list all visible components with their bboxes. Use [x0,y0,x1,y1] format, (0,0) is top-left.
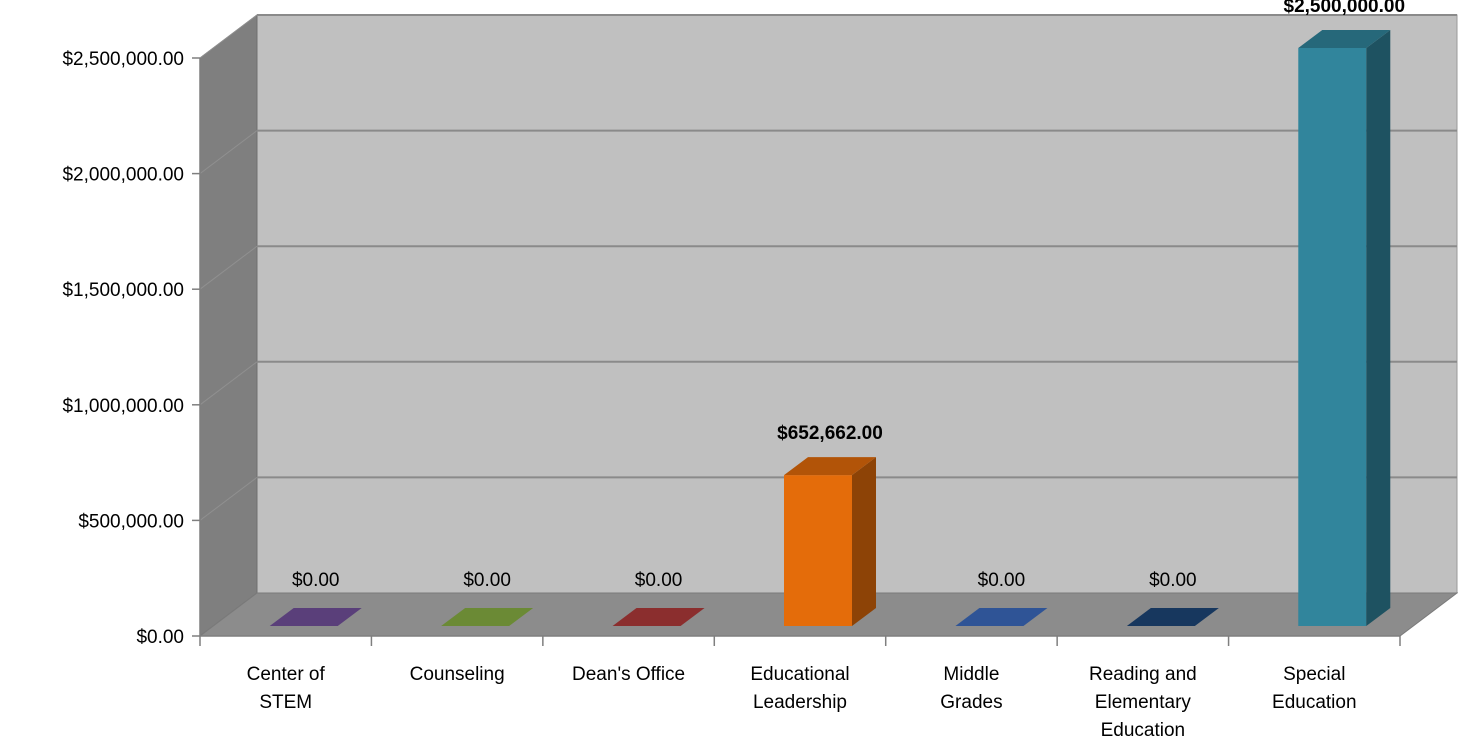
data-label: $0.00 [1149,570,1197,591]
x-tick-label: Educational Leadership [750,664,849,713]
data-label: $0.00 [463,570,511,591]
bar [1298,30,1391,626]
bar [441,608,534,626]
data-label: $0.00 [292,570,340,591]
bar-side [852,457,876,626]
x-tick-label: Middle Grades [940,664,1002,713]
bar-flat [955,608,1048,626]
gridline-side [199,477,258,521]
y-tick-label: $2,000,000.00 [62,165,184,186]
bar-flat [612,608,705,626]
data-label: $2,500,000.00 [1284,0,1406,17]
bar [955,608,1048,626]
side-wall [199,13,258,638]
gridline-side [199,14,258,59]
bar-front [784,475,852,626]
gridline-side [199,245,258,290]
x-axis: Center of STEM Counseling Dean's Office Educ… [199,635,1401,741]
bars [269,30,1391,626]
data-label: $652,662.00 [777,423,883,444]
data-label: $0.00 [978,570,1026,591]
bar-flat [441,608,534,626]
gridline-side [199,361,258,406]
bar-top [784,457,876,476]
bar [1126,608,1219,626]
y-tick-label: $0.00 [136,627,184,648]
y-tick-label: $1,500,000.00 [62,280,184,301]
x-tick-label: Center of STEM [247,664,326,713]
y-tick-label: $1,000,000.00 [62,396,184,417]
bar-front [1298,48,1367,626]
y-tick-label: $2,500,000.00 [62,49,184,70]
data-label: $0.00 [635,570,683,591]
data-labels: $0.00 $0.00 $0.00 $652,662.00 $0.00 $0.00 $2,5… [292,0,1405,591]
x-tick-label: Dean's Office [572,664,685,685]
gridline-side [199,130,258,174]
bar-flat [1126,608,1219,626]
bar [612,608,705,626]
bar [784,457,876,626]
x-tick-label: Counseling [410,664,505,685]
y-axis: $0.00 $500,000.00 $1,000,000.00 $1,500,000.… [62,49,201,648]
bar [269,608,362,626]
y-tick-label: $500,000.00 [78,511,184,532]
bar-top [1298,30,1391,48]
x-tick-label: Special Education [1272,664,1357,713]
x-tick-label: Reading and Elementary Education [1089,664,1197,741]
bar-side [1366,30,1391,626]
bar-flat [269,608,362,626]
